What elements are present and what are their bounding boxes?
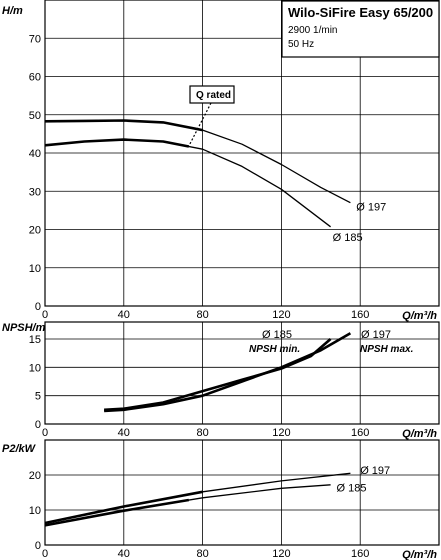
power-series-1 [44, 484, 331, 527]
power-series-label-0: Ø 197 [360, 465, 390, 477]
npsh-x-tick-label: 80 [196, 427, 208, 439]
q-rated-annotation: Q rated [188, 85, 235, 147]
power-y-axis-label: P2/kW [2, 443, 37, 455]
head-frame [44, 0, 440, 307]
npsh-frame [44, 321, 440, 425]
power-panel: 0 40 80 120 160 0 10 20 Q/m³/h P2/kW Ø 197 Ø 185 [2, 439, 440, 560]
head-series-0 [44, 119, 351, 204]
head-y-tick-label: 10 [29, 263, 41, 275]
npsh-x-tick-label: 160 [351, 427, 369, 439]
power-y-tick-label: 0 [35, 540, 41, 552]
npsh-x-tick-label: 0 [42, 427, 48, 439]
npsh-y-tick-label: 5 [35, 391, 41, 403]
npsh-x-tick-label: 40 [118, 427, 130, 439]
head-y-tick-label: 20 [29, 225, 41, 237]
legend-title: Wilo-SiFire Easy 65/200 [288, 5, 433, 20]
npsh-x-axis-label: Q/m³/h [402, 428, 437, 440]
head-y-tick-label: 70 [29, 33, 41, 45]
power-frame [44, 439, 440, 546]
npsh-series-1 [104, 332, 352, 413]
npsh-y-tick-label: 10 [29, 362, 41, 374]
power-x-axis-label: Q/m³/h [402, 549, 437, 560]
npsh-y-tick-label: 0 [35, 419, 41, 431]
head-y-tick-label: 50 [29, 110, 41, 122]
head-series-label-1: Ø 185 [333, 232, 363, 244]
npsh-max-diameter-label: Ø 197 [361, 329, 391, 341]
head-x-tick-label: 40 [118, 309, 130, 321]
head-x-tick-label: 160 [351, 309, 369, 321]
head-y-tick-label: 60 [29, 72, 41, 84]
npsh-min-diameter-label: Ø 185 [262, 329, 292, 341]
head-x-tick-label: 80 [196, 309, 208, 321]
power-y-tick-label: 10 [29, 505, 41, 517]
head-x-axis-label: Q/m³/h [402, 310, 437, 322]
head-series-label-0: Ø 197 [356, 202, 386, 214]
power-x-tick-label: 160 [351, 548, 369, 560]
power-series-0-operating-range [44, 490, 203, 525]
legend-box: Wilo-SiFire Easy 65/200 2900 1/min 50 Hz [281, 0, 440, 58]
head-series-0-operating-range [44, 119, 203, 132]
npsh-y-tick-label: 15 [29, 334, 41, 346]
npsh-min-label: NPSH min. [249, 344, 300, 355]
power-x-tick-label: 80 [196, 548, 208, 560]
power-y-tick-label: 20 [29, 470, 41, 482]
legend-frequency: 50 Hz [288, 39, 314, 50]
npsh-max-label: NPSH max. [360, 344, 413, 355]
power-series-1-operating-range [44, 498, 190, 527]
head-y-tick-label: 30 [29, 186, 41, 198]
npsh-panel: 0 40 80 120 160 0 5 10 15 Q/m³/h NPSH/m [2, 321, 440, 440]
legend-speed: 2900 1/min [288, 25, 337, 36]
head-panel: 0 40 80 120 160 0 10 20 30 40 50 60 70 Q/m³/h H/m Ø 197… [2, 0, 440, 322]
npsh-y-axis-label: NPSH/m [2, 322, 46, 334]
q-rated-label: Q rated [196, 90, 231, 101]
head-x-tick-label: 120 [272, 309, 290, 321]
head-y-tick-label: 40 [29, 148, 41, 160]
power-x-tick-label: 0 [42, 548, 48, 560]
power-series-label-1: Ø 185 [337, 482, 367, 494]
power-x-tick-label: 40 [118, 548, 130, 560]
head-series-1-operating-range [44, 138, 190, 148]
head-x-tick-label: 0 [42, 309, 48, 321]
power-x-tick-label: 120 [272, 548, 290, 560]
head-y-axis-label: H/m [2, 5, 23, 17]
npsh-curve-labels: Ø 185 NPSH min. Ø 197 NPSH max. [249, 329, 413, 355]
head-y-tick-label: 0 [35, 301, 41, 313]
npsh-x-tick-label: 120 [272, 427, 290, 439]
